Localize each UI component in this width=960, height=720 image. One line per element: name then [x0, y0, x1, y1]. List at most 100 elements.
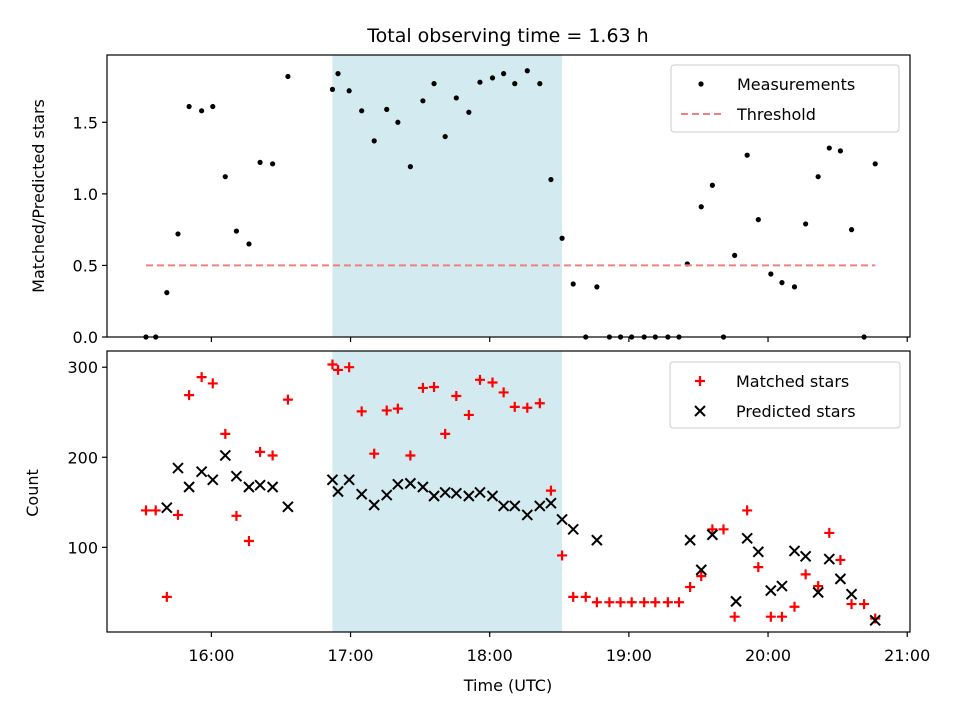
- measurement-point: [524, 68, 530, 74]
- matched-star-point: [696, 571, 707, 582]
- predicted-star-point: [368, 499, 380, 511]
- matched-star-point: [498, 387, 509, 398]
- legend-label: Threshold: [736, 105, 816, 124]
- matched-star-point: [707, 524, 718, 535]
- predicted-star-point: [282, 501, 294, 513]
- predicted-star-point: [534, 500, 546, 512]
- count-x-tick-label: 21:00: [884, 646, 930, 665]
- predicted-star-point: [355, 488, 368, 500]
- count-legend: Matched stars Predicted stars: [669, 361, 901, 429]
- matched-star-point: [729, 611, 740, 622]
- matched-star-point: [356, 406, 367, 417]
- measurement-point: [431, 81, 437, 87]
- matched-star-point: [474, 374, 485, 385]
- measurement-point: [199, 108, 205, 114]
- measurement-point: [453, 95, 459, 101]
- measurement-point: [791, 284, 798, 290]
- predicted-star-point: [799, 550, 812, 563]
- measurement-point: [384, 106, 390, 112]
- predicted-star-point: [161, 502, 173, 514]
- matched-star-point: [267, 450, 278, 461]
- y-axis-label-top: Matched/Predicted stars: [29, 99, 48, 293]
- matched-star-point: [487, 377, 498, 388]
- measurement-point: [210, 103, 216, 110]
- matched-star-point: [580, 591, 591, 602]
- x-axis-label: Time (UTC): [463, 676, 552, 695]
- predicted-star-point: [474, 486, 486, 499]
- measurement-point: [329, 86, 336, 92]
- chart-title: Total observing time = 1.63 h: [366, 25, 648, 47]
- predicted-star-point: [869, 614, 881, 626]
- count-series-1: [161, 449, 881, 626]
- measurement-point: [803, 221, 809, 227]
- predicted-star-point: [326, 474, 339, 486]
- predicted-star-point: [404, 477, 417, 490]
- matched-star-point: [650, 597, 661, 608]
- predicted-star-point: [243, 481, 255, 493]
- predicted-star-point: [450, 487, 463, 500]
- measurement-point: [477, 79, 483, 85]
- legend-label: Matched stars: [736, 372, 849, 391]
- matched-star-point: [344, 362, 355, 373]
- matched-star-point: [220, 428, 231, 439]
- matched-star-point: [673, 597, 684, 608]
- legend-marker: [694, 405, 706, 417]
- matched-star-point: [440, 428, 451, 439]
- predicted-star-point: [497, 500, 510, 512]
- measurement-point: [826, 145, 832, 151]
- predicted-star-point: [486, 490, 499, 502]
- predicted-star-point: [812, 586, 824, 599]
- count-x-tick-label: 18:00: [467, 646, 513, 665]
- matched-star-point: [417, 382, 428, 393]
- matched-star-point: [604, 597, 615, 608]
- ratio-shaded-interval: [332, 55, 563, 337]
- predicted-star-point: [684, 534, 696, 546]
- predicted-star-point: [706, 529, 719, 541]
- predicted-star-point: [509, 500, 521, 512]
- measurement-point: [698, 204, 704, 210]
- matched-star-point: [369, 448, 380, 459]
- matched-star-point: [789, 601, 800, 612]
- matched-star-point: [534, 398, 545, 409]
- measurement-point: [407, 164, 413, 170]
- predicted-star-point: [567, 523, 579, 536]
- predicted-star-point: [788, 545, 801, 557]
- measurement-point: [779, 280, 785, 286]
- measurement-point: [233, 228, 240, 234]
- predicted-star-point: [545, 497, 557, 509]
- matched-star-point: [742, 505, 753, 516]
- matched-star-point: [615, 597, 626, 608]
- measurement-point: [270, 161, 276, 167]
- matched-star-point: [392, 403, 403, 414]
- count-axes-frame: [106, 350, 911, 633]
- matched-star-point: [662, 597, 673, 608]
- matched-star-point: [196, 372, 207, 383]
- predicted-star-point: [254, 479, 266, 491]
- matched-star-point: [255, 446, 266, 457]
- matched-star-point: [184, 390, 195, 401]
- measurement-point: [815, 174, 821, 180]
- measurement-point: [257, 159, 263, 165]
- matched-star-point: [870, 613, 881, 624]
- predicted-star-point: [521, 509, 533, 521]
- matched-star-point: [813, 581, 824, 592]
- ratio-axes-frame: [106, 54, 911, 338]
- measurement-point: [570, 281, 576, 287]
- predicted-star-point: [823, 553, 835, 565]
- count-x-tick-label: 16:00: [188, 646, 234, 665]
- predicted-star-point: [439, 486, 451, 499]
- predicted-star-point: [428, 490, 440, 502]
- predicted-star-point: [591, 534, 603, 546]
- predicted-star-point: [172, 462, 184, 474]
- matched-star-point: [172, 509, 183, 520]
- matched-star-point: [626, 597, 637, 608]
- measurement-point: [359, 108, 365, 114]
- matched-star-point: [800, 569, 811, 580]
- ratio-panel: 0.0 0.5 1.0 1.5 Measurements Threshold: [73, 54, 911, 347]
- predicted-star-point: [417, 481, 429, 493]
- measurement-point: [246, 241, 252, 247]
- predicted-star-point: [695, 564, 707, 576]
- legend-marker: [698, 81, 704, 87]
- matched-star-point: [753, 562, 764, 573]
- predicted-star-point: [332, 485, 344, 498]
